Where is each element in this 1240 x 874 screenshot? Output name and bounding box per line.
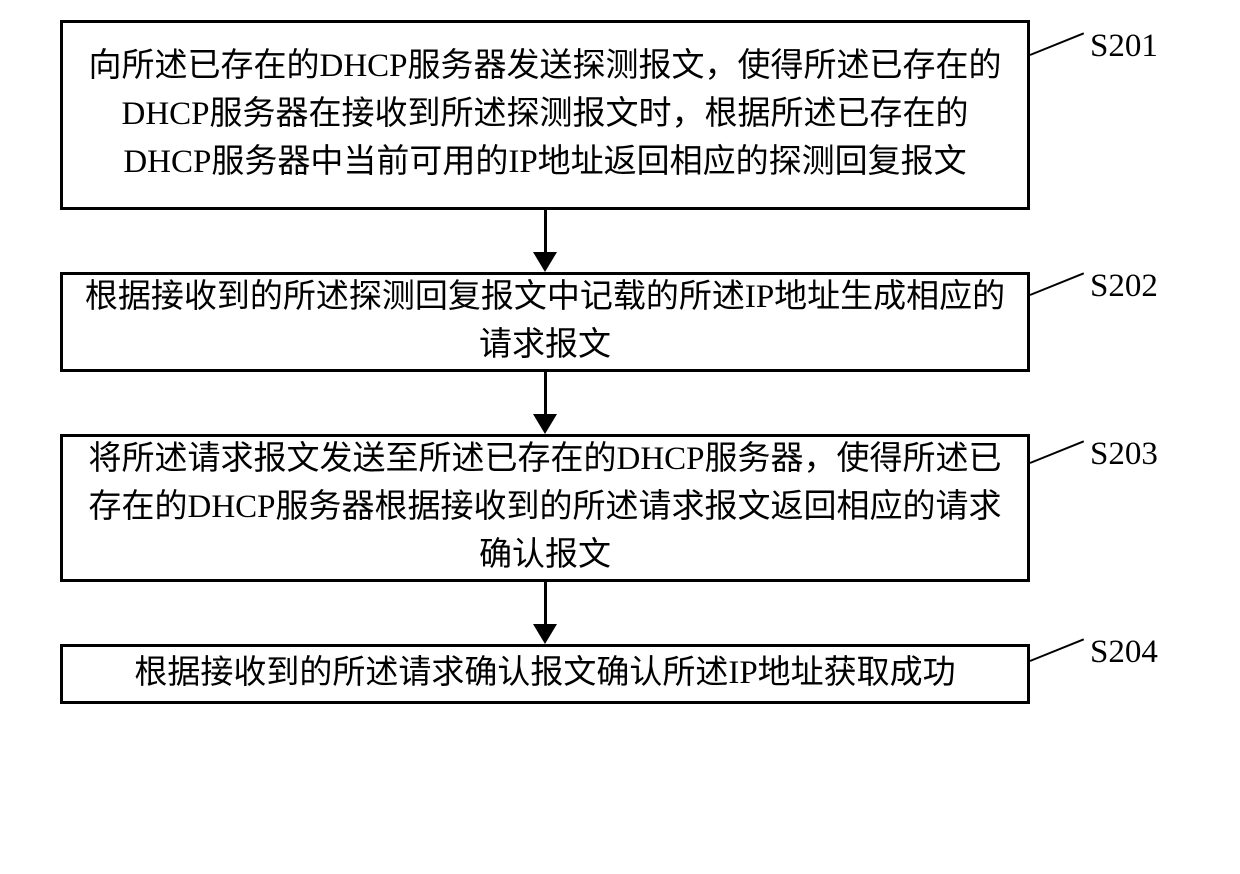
dhcp-flowchart: 向所述已存在的DHCP服务器发送探测报文，使得所述已存在的DHCP服务器在接收到…: [60, 20, 1180, 704]
step-label-s204: S204: [1090, 634, 1158, 671]
step-label-s203: S203: [1090, 436, 1158, 473]
step-text-s203: 将所述请求报文发送至所述已存在的DHCP服务器，使得所述已存在的DHCP服务器根…: [83, 436, 1007, 580]
arrow-s202-s203: [60, 372, 1030, 434]
arrow-head-icon: [533, 624, 557, 644]
arrow-head-icon: [533, 252, 557, 272]
step-row-s201: 向所述已存在的DHCP服务器发送探测报文，使得所述已存在的DHCP服务器在接收到…: [60, 20, 1180, 210]
step-box-s203: 将所述请求报文发送至所述已存在的DHCP服务器，使得所述已存在的DHCP服务器根…: [60, 434, 1030, 582]
step-text-s201: 向所述已存在的DHCP服务器发送探测报文，使得所述已存在的DHCP服务器在接收到…: [83, 43, 1007, 187]
arrow-shaft-icon: [544, 582, 547, 628]
arrow-s201-s202: [60, 210, 1030, 272]
step-box-s204: 根据接收到的所述请求确认报文确认所述IP地址获取成功: [60, 644, 1030, 704]
step-box-s202: 根据接收到的所述探测回复报文中记载的所述IP地址生成相应的请求报文: [60, 272, 1030, 372]
label-connector-s202: [1030, 272, 1085, 296]
arrow-head-icon: [533, 414, 557, 434]
step-row-s203: 将所述请求报文发送至所述已存在的DHCP服务器，使得所述已存在的DHCP服务器根…: [60, 434, 1180, 582]
label-connector-s204: [1030, 638, 1085, 662]
step-label-s202: S202: [1090, 268, 1158, 305]
step-row-s204: 根据接收到的所述请求确认报文确认所述IP地址获取成功 S204: [60, 644, 1180, 704]
step-text-s204: 根据接收到的所述请求确认报文确认所述IP地址获取成功: [134, 650, 955, 698]
step-row-s202: 根据接收到的所述探测回复报文中记载的所述IP地址生成相应的请求报文 S202: [60, 272, 1180, 372]
label-connector-s203: [1030, 440, 1085, 464]
arrow-s203-s204: [60, 582, 1030, 644]
step-label-s201: S201: [1090, 28, 1158, 65]
step-text-s202: 根据接收到的所述探测回复报文中记载的所述IP地址生成相应的请求报文: [83, 274, 1007, 370]
step-box-s201: 向所述已存在的DHCP服务器发送探测报文，使得所述已存在的DHCP服务器在接收到…: [60, 20, 1030, 210]
label-connector-s201: [1030, 32, 1085, 56]
arrow-shaft-icon: [544, 372, 547, 418]
arrow-shaft-icon: [544, 210, 547, 256]
